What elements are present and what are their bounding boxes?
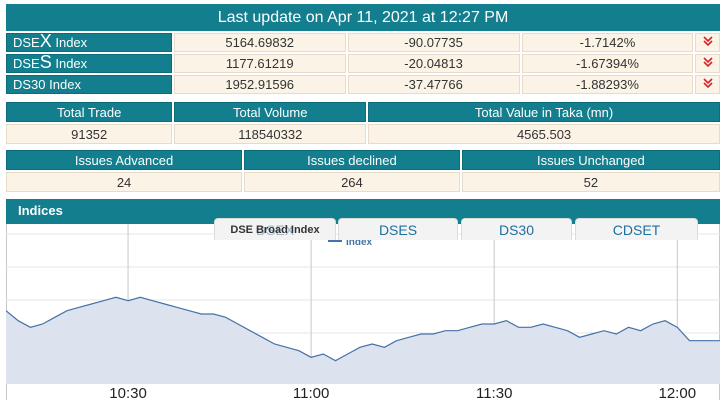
index-change: -90.07735	[347, 33, 520, 52]
index-name-prefix: DSE	[13, 35, 40, 50]
total-volume-value: 118540332	[174, 124, 367, 144]
arrow-down-icon	[702, 35, 714, 47]
total-trade-header: Total Trade	[6, 102, 173, 122]
index-percent: -1.67394%	[521, 54, 694, 73]
index-name-prefix: DS30	[13, 77, 46, 92]
chart-title: DSE Broad Index	[230, 224, 320, 236]
issues-declined-value: 264	[244, 172, 460, 192]
total-trade-value: 91352	[6, 124, 173, 144]
index-name: DSEX Index	[6, 31, 172, 52]
index-area	[6, 297, 720, 384]
index-name-suffix: Index	[45, 77, 81, 92]
trade-summary-table: Total Trade Total Volume Total Value in …	[4, 100, 722, 146]
legend-label: Index	[346, 237, 373, 248]
tab-ds30[interactable]: DS30	[461, 218, 572, 240]
trend-cell	[695, 33, 720, 52]
x-tick-label: 12:00	[659, 385, 697, 400]
last-update-banner: Last update on Apr 11, 2021 at 12:27 PM	[6, 4, 720, 31]
x-tick-label: 10:30	[109, 385, 147, 400]
index-line	[6, 296, 720, 362]
index-percent: -1.88293%	[521, 75, 694, 94]
index-name-code: S	[39, 52, 52, 72]
x-tick-label: 11:00	[293, 385, 329, 400]
tab-dsex[interactable]: DSEX DSE Broad Index	[214, 218, 336, 240]
index-change: -20.04813	[347, 54, 520, 73]
arrow-down-icon	[702, 77, 714, 89]
index-name-suffix: Index	[51, 35, 88, 50]
issues-declined-header: Issues declined	[244, 150, 460, 170]
issues-advanced-header: Issues Advanced	[6, 150, 243, 170]
index-row: DS30 Index 1952.91596 -37.47766 -1.88293%	[6, 75, 720, 94]
issues-advanced-value: 24	[6, 172, 243, 192]
total-value-header: Total Value in Taka (mn)	[368, 102, 720, 122]
x-axis-ticks: 10:30 11:00 11:30 12:00	[109, 385, 696, 400]
index-change: -37.47766	[347, 75, 520, 94]
index-name: DSES Index	[6, 52, 172, 73]
tab-dsex-label: DSEX	[255, 222, 295, 238]
index-percent: -1.7142%	[521, 33, 694, 52]
tab-cdset[interactable]: CDSET	[575, 218, 698, 240]
index-value: 1952.91596	[173, 75, 346, 94]
issues-summary-table: Issues Advanced Issues declined Issues U…	[4, 148, 722, 194]
index-row: DSES Index 1177.61219 -20.04813 -1.67394%	[6, 52, 720, 73]
issues-unchanged-value: 52	[461, 172, 720, 192]
index-value: 5164.69832	[173, 33, 346, 52]
index-chart: Index 10:30 11:00 11:30 12:00	[6, 224, 720, 400]
total-volume-header: Total Volume	[174, 102, 367, 122]
issues-unchanged-header: Issues Unchanged	[461, 150, 720, 170]
index-value: 1177.61219	[173, 54, 346, 73]
trend-cell	[695, 75, 720, 94]
index-name: DS30 Index	[6, 75, 172, 94]
index-name-suffix: Index	[51, 56, 88, 71]
index-table: DSEX Index 5164.69832 -90.07735 -1.7142% DSE…	[4, 31, 722, 96]
index-name-prefix: DSE	[13, 56, 40, 71]
total-value-value: 4565.503	[368, 124, 720, 144]
tab-dses[interactable]: DSES	[338, 218, 458, 240]
arrow-down-icon	[702, 56, 714, 68]
index-row: DSEX Index 5164.69832 -90.07735 -1.7142%	[6, 31, 720, 52]
trend-cell	[695, 54, 720, 73]
index-name-code: X	[39, 31, 52, 51]
x-tick-label: 11:30	[476, 385, 512, 400]
